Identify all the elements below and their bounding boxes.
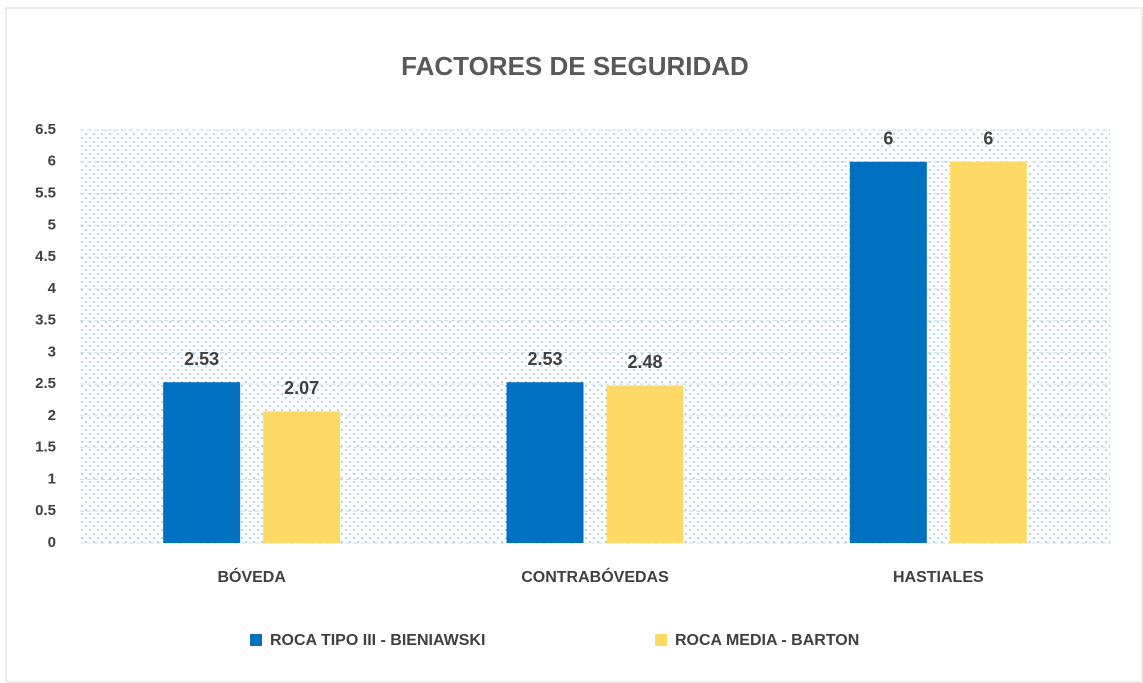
y-tick-label: 0 [48,534,56,551]
bar [163,382,241,543]
y-tick-label: 4.5 [35,248,56,265]
value-label: 6 [883,129,893,149]
y-tick-label: 5.5 [35,185,56,202]
bar [949,161,1027,543]
legend-swatch [250,634,262,646]
y-tick-label: 4 [48,280,57,297]
legend-swatch [655,634,667,646]
y-tick-label: 0.5 [35,502,56,519]
y-tick-label: 1.5 [35,439,56,456]
x-tick-label: HASTIALES [893,569,984,586]
value-label: 2.48 [627,352,662,372]
y-tick-label: 6 [48,153,56,170]
plot-area [80,130,1110,543]
y-tick-label: 5 [48,216,56,233]
chart-title: FACTORES DE SEGURIDAD [401,51,749,81]
y-tick-label: 1 [48,470,56,487]
legend-label: ROCA TIPO III - BIENIAWSKI [270,632,485,649]
bar [506,382,584,543]
value-label: 2.53 [527,349,562,369]
y-tick-label: 3 [48,343,56,360]
y-tick-label: 3.5 [35,312,56,329]
value-label: 2.53 [184,349,219,369]
value-label: 2.07 [284,378,319,398]
x-tick-label: CONTRABÓVEDAS [521,567,669,586]
y-tick-label: 2.5 [35,375,56,392]
bar [606,385,684,543]
y-tick-label: 2 [48,407,56,424]
legend-label: ROCA MEDIA - BARTON [675,632,859,649]
x-tick-label: BÓVEDA [217,567,286,586]
value-label: 6 [983,129,993,149]
bar [849,161,927,543]
y-tick-label: 6.5 [35,121,56,138]
bar [263,411,341,543]
